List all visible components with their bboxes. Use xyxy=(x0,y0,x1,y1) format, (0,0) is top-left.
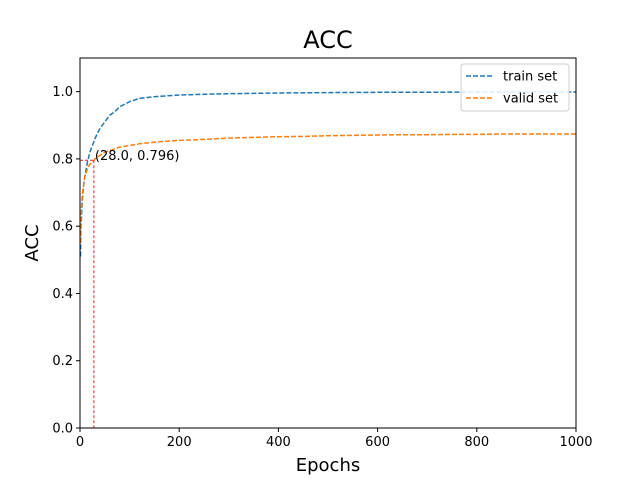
y-tick-label: 1.0 xyxy=(52,85,73,100)
x-axis-ticks: 0 200 400 600 800 1000 xyxy=(76,428,593,450)
series-line-valid-set xyxy=(79,133,576,244)
x-tick-label: 1000 xyxy=(559,435,592,450)
y-axis-label: ACC xyxy=(22,224,43,261)
x-tick-label: 600 xyxy=(365,435,390,450)
series-line-train-set xyxy=(79,91,576,257)
x-tick-label: 0 xyxy=(76,435,84,450)
legend-label: valid set xyxy=(503,92,558,107)
y-axis-ticks: 0.0 0.2 0.4 0.6 0.8 1.0 xyxy=(52,85,80,437)
y-tick-label: 0.2 xyxy=(52,354,73,369)
legend-label: train set xyxy=(503,70,557,85)
axes-frame xyxy=(79,57,577,429)
annotation-label: (28.0, 0.796) xyxy=(95,149,180,164)
x-tick-label: 800 xyxy=(464,435,489,450)
y-tick-label: 0.8 xyxy=(52,152,73,167)
y-tick-label: 0.4 xyxy=(52,287,73,302)
x-tick-label: 200 xyxy=(167,435,192,450)
legend: train set valid set xyxy=(460,63,570,112)
y-tick-label: 0.0 xyxy=(52,422,73,437)
x-tick-label: 400 xyxy=(266,435,291,450)
y-tick-label: 0.6 xyxy=(52,220,73,235)
x-axis-label: Epochs xyxy=(296,455,361,476)
plot-area: (28.0, 0.796) xyxy=(79,91,576,428)
chart-title: ACC xyxy=(303,26,353,54)
